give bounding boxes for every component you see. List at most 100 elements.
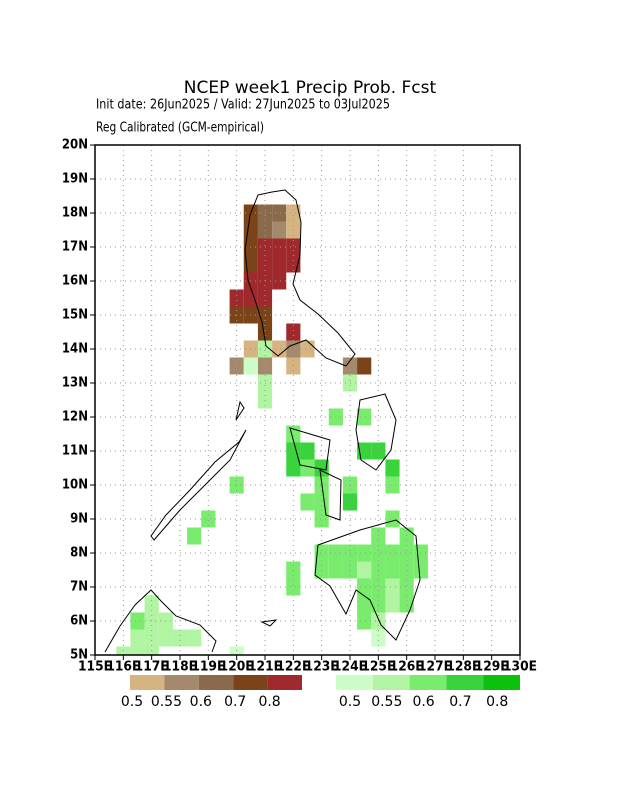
grid: 115E116E117E118E119E120E121E122E123E124E… xyxy=(62,138,537,675)
x-tick-label: 120E xyxy=(220,660,254,675)
y-tick-label: 7N xyxy=(70,580,88,595)
prob-cell xyxy=(286,204,301,222)
prob-cell xyxy=(371,629,386,647)
y-tick-label: 14N xyxy=(62,342,88,357)
prob-cell xyxy=(272,255,287,273)
prob-cell xyxy=(243,289,258,307)
prob-cell xyxy=(342,493,358,511)
x-tick-label: 130E xyxy=(503,660,537,675)
legend-label: 0.5 xyxy=(339,694,361,710)
prob-cell xyxy=(385,578,400,596)
prob-cell xyxy=(257,289,273,307)
y-tick-label: 20N xyxy=(62,138,88,153)
x-tick-label: 121E xyxy=(248,660,282,675)
prob-cell xyxy=(286,459,301,477)
prob-cell xyxy=(130,646,145,655)
prob-cell xyxy=(385,510,400,528)
y-tick-label: 5N xyxy=(70,648,88,663)
legend-swatch xyxy=(372,675,410,690)
legend-label: 0.7 xyxy=(224,694,246,710)
legend-label: 0.6 xyxy=(412,694,434,710)
legend-swatch xyxy=(233,675,268,690)
prob-cell xyxy=(229,289,244,307)
y-tick-label: 10N xyxy=(62,478,88,493)
prob-cell xyxy=(144,595,159,613)
x-tick-label: 117E xyxy=(135,660,169,675)
prob-cell xyxy=(357,408,372,426)
legend-label: 0.55 xyxy=(151,694,182,710)
prob-cell xyxy=(201,510,216,528)
prob-cell xyxy=(286,323,301,341)
prob-cell xyxy=(357,357,372,375)
y-tick-label: 16N xyxy=(62,274,88,289)
legend-label: 0.8 xyxy=(486,694,508,710)
prob-cell xyxy=(300,493,315,511)
y-tick-label: 18N xyxy=(62,206,88,221)
x-tick-label: 118E xyxy=(163,660,197,675)
legend-label: 0.7 xyxy=(449,694,471,710)
x-tick-label: 125E xyxy=(361,660,395,675)
legend-label: 0.55 xyxy=(371,694,402,710)
x-tick-label: 124E xyxy=(333,660,367,675)
legend-swatch xyxy=(164,675,199,690)
y-tick-label: 15N xyxy=(62,308,88,323)
prob-cell xyxy=(357,612,372,630)
prob-cell xyxy=(300,442,315,460)
prob-cell xyxy=(399,544,414,562)
legend-swatch xyxy=(336,675,373,690)
prob-cell xyxy=(286,340,301,358)
title: NCEP week1 Precip Prob. Fcst xyxy=(184,78,437,98)
prob-cell xyxy=(357,561,372,579)
prob-cell xyxy=(385,476,400,494)
prob-cell xyxy=(385,459,400,477)
prob-cell xyxy=(130,612,145,630)
prob-cell xyxy=(385,561,400,579)
prob-cell xyxy=(286,238,301,256)
prob-cell xyxy=(328,561,343,579)
y-tick-label: 11N xyxy=(62,444,88,459)
x-tick-label: 122E xyxy=(276,660,310,675)
prob-cell xyxy=(300,340,315,358)
legend-swatch xyxy=(130,675,165,690)
prob-cell xyxy=(243,221,258,239)
prob-cell xyxy=(272,204,287,222)
prob-cell xyxy=(257,323,273,341)
prob-cell xyxy=(371,578,386,596)
prob-cell xyxy=(257,255,273,273)
legend-label: 0.5 xyxy=(121,694,143,710)
legend-label: 0.8 xyxy=(258,694,280,710)
prob-cell xyxy=(413,561,428,579)
legend-swatch xyxy=(198,675,234,690)
prob-cell xyxy=(272,340,287,358)
legend-swatch xyxy=(446,675,484,690)
y-tick-label: 13N xyxy=(62,376,88,391)
prob-cell xyxy=(144,629,159,647)
note: Reg Calibrated (GCM-empirical) xyxy=(96,121,264,136)
coastlines xyxy=(104,189,421,653)
x-tick-label: 129E xyxy=(475,660,509,675)
x-tick-label: 123E xyxy=(305,660,339,675)
prob-cell xyxy=(272,272,287,290)
frame xyxy=(94,144,521,656)
prob-cell xyxy=(385,595,400,613)
prob-cell xyxy=(158,629,173,647)
y-tick-label: 9N xyxy=(70,512,88,527)
x-tick-label: 128E xyxy=(446,660,480,675)
prob-cell xyxy=(130,629,145,647)
x-tick-label: 115E xyxy=(78,660,112,675)
prob-cell xyxy=(357,578,372,596)
y-tick-label: 12N xyxy=(62,410,88,425)
y-tick-label: 8N xyxy=(70,546,88,561)
x-tick-label: 116E xyxy=(106,660,140,675)
prob-cell xyxy=(357,595,372,613)
prob-cell xyxy=(243,357,258,375)
prob-cell xyxy=(371,595,386,613)
prob-cell xyxy=(314,510,329,528)
prob-cell xyxy=(371,544,386,562)
prob-cell xyxy=(399,578,414,596)
legend-label: 0.6 xyxy=(190,694,212,710)
prob-cell xyxy=(272,221,287,239)
prob-cell xyxy=(272,238,287,256)
